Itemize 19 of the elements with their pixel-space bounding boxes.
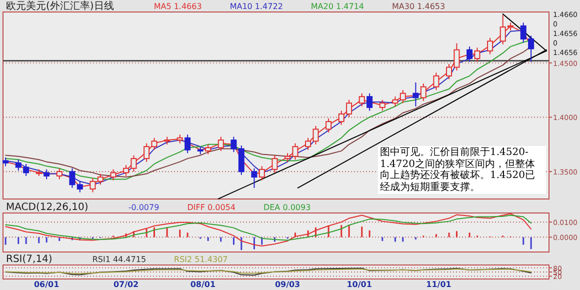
text: MA10 1.4722 — [230, 2, 283, 11]
series-label: RSI1 44.4715 — [92, 255, 146, 264]
chart-title: 欧元美元(外汇汇率)日线 — [6, 0, 114, 12]
x-tick-label: 11/01 — [426, 280, 452, 289]
text: MA20 1.4714 — [310, 2, 364, 11]
series-label: -0.0079 — [128, 203, 160, 212]
x-tick-label: 06/01 — [34, 280, 60, 289]
x-tick-label: 10/01 — [346, 280, 372, 289]
series-label: DIFF 0.0054 — [187, 203, 236, 212]
chart-title: RSI(7,14) — [6, 254, 52, 265]
annotation: 图中可见。汇价目前限于1.4520-1.4720之间的狭窄区间内，但整体向上趋势还没有被破坏。1.4520已经成为短期重要支撑。 — [378, 146, 546, 194]
x-tick-label: 08/01 — [190, 280, 216, 289]
text: MA5 1.4663 — [154, 2, 202, 11]
text: MA30 1.4653 — [392, 2, 446, 11]
x-tick-label: 07/02 — [113, 280, 139, 289]
series-label: RSI2 51.4307 — [174, 255, 228, 264]
x-tick-label: 09/03 — [274, 280, 300, 289]
chart-title: MACD(12,26,10) — [6, 202, 88, 213]
text: DEA 0.0093 — [263, 203, 311, 212]
